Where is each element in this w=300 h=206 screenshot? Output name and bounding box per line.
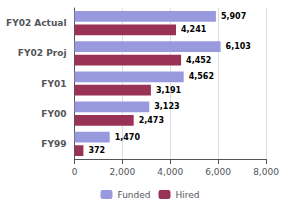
- svg-text:FY02 Actual: FY02 Actual: [6, 18, 67, 28]
- svg-text:6,103: 6,103: [226, 42, 251, 51]
- svg-text:3,123: 3,123: [154, 102, 179, 111]
- svg-text:FY01: FY01: [41, 79, 66, 89]
- svg-text:5,907: 5,907: [221, 12, 246, 21]
- svg-text:0: 0: [72, 167, 78, 177]
- svg-text:FY99: FY99: [41, 139, 66, 149]
- svg-text:2,473: 2,473: [139, 116, 164, 125]
- svg-text:FY00: FY00: [41, 109, 66, 119]
- svg-text:8,000: 8,000: [253, 167, 279, 177]
- svg-text:3,191: 3,191: [156, 86, 182, 95]
- svg-text:4,452: 4,452: [186, 56, 211, 65]
- svg-text:4,000: 4,000: [157, 167, 183, 177]
- svg-text:Hired: Hired: [176, 190, 200, 200]
- svg-text:FY02 Proj: FY02 Proj: [18, 48, 67, 58]
- svg-text:1,470: 1,470: [115, 133, 141, 142]
- svg-text:4,241: 4,241: [181, 25, 207, 34]
- svg-text:372: 372: [88, 146, 105, 155]
- svg-text:6,000: 6,000: [205, 167, 231, 177]
- svg-text:Funded: Funded: [117, 190, 150, 200]
- svg-text:4,562: 4,562: [189, 72, 214, 81]
- svg-text:2,000: 2,000: [109, 167, 135, 177]
